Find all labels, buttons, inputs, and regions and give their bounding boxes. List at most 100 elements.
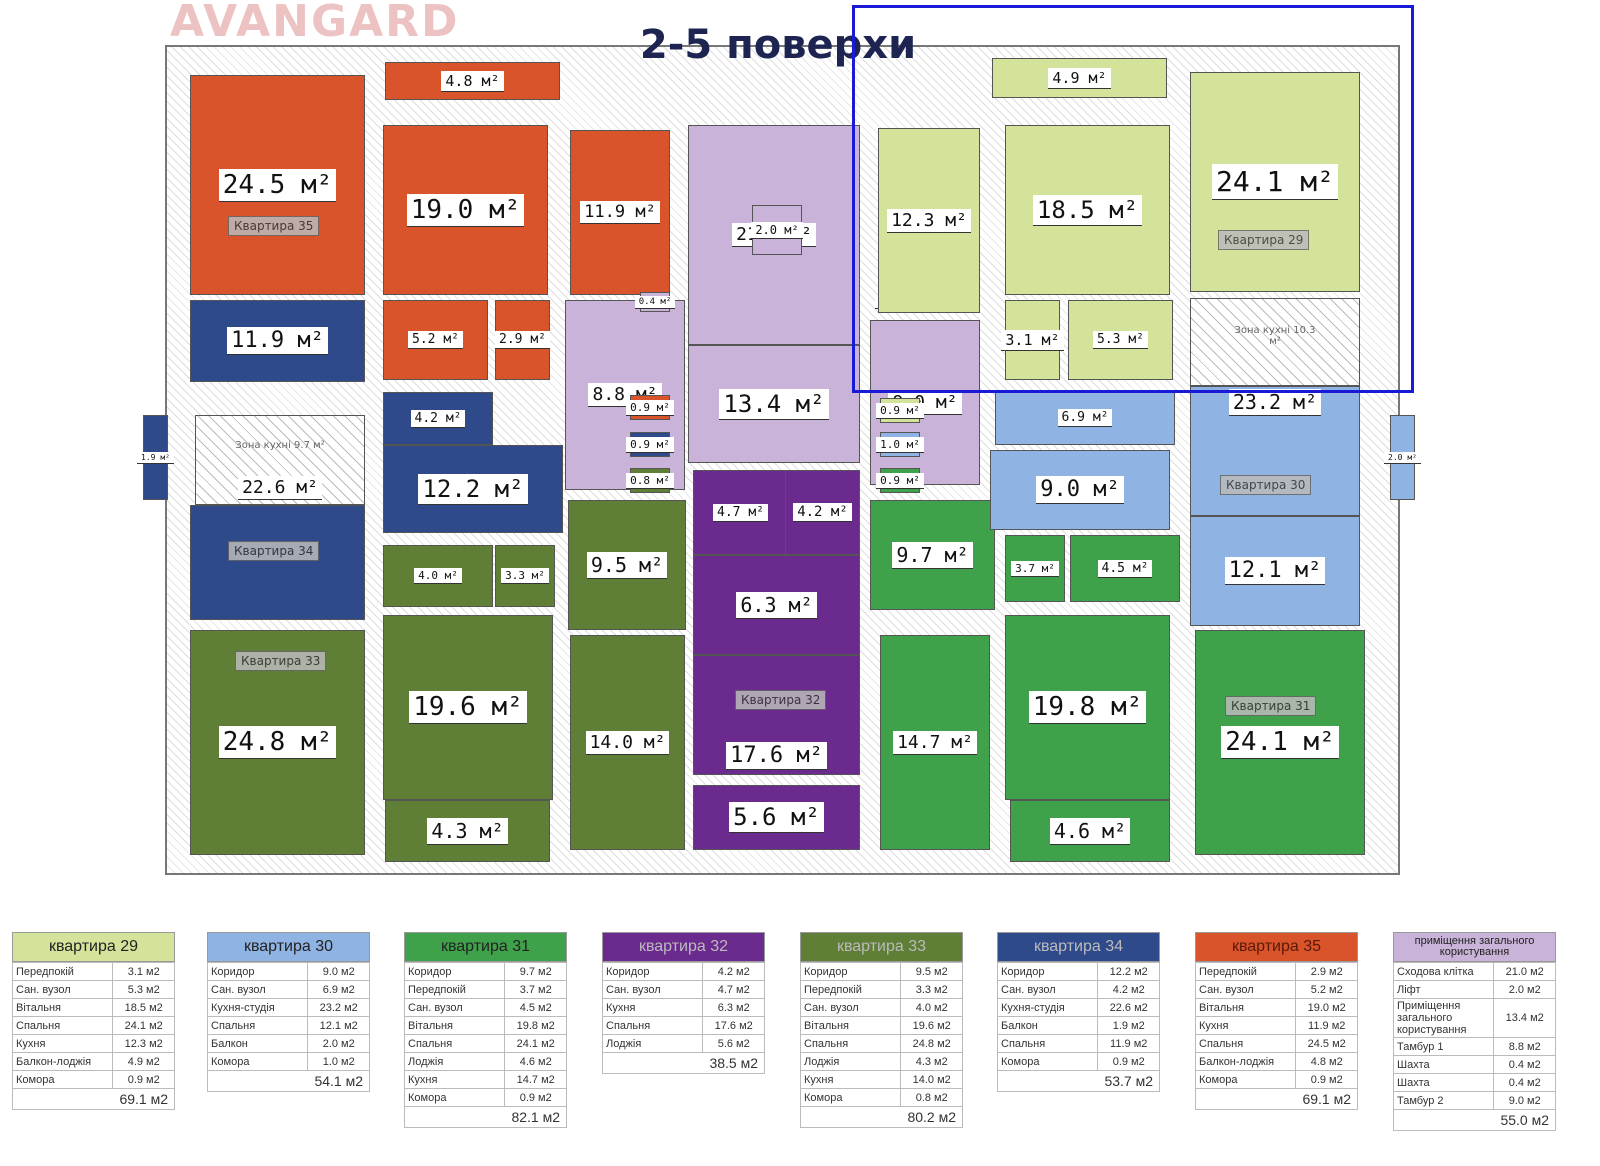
room-apt-33: 4.0 м² [383, 545, 493, 607]
legend-table-29: квартира 29 Передпокій 3.1 м2 Сан. вузол 5.3… [11, 932, 175, 1110]
kitchen-zone-label: Зона кухні 10.3 м² [1234, 325, 1316, 347]
room-name: Кухня [601, 998, 704, 1017]
legend-row: Комора 0.9 м2 [1194, 1070, 1358, 1089]
legend-row: Балкон 1.9 м2 [996, 1016, 1160, 1035]
room-area: 24.1 м2 [504, 1034, 567, 1053]
legend-table-35: квартира 35 Передпокій 2.9 м2 Сан. вузол 5.2… [1194, 932, 1358, 1110]
room-area-label: 6.3 м² [736, 591, 817, 619]
room-area-label: 3.1 м² [1001, 329, 1064, 351]
room-area-label: 0.9 м² [626, 436, 674, 453]
room-area: 3.1 м2 [112, 962, 175, 981]
room-area-label: 24.8 м² [218, 726, 337, 759]
legend-title: квартира 29 [12, 932, 175, 962]
room-name: Передпокій [403, 980, 506, 999]
room-area-label: 19.6 м² [409, 691, 527, 724]
room-apt-29: 5.3 м² [1068, 300, 1173, 380]
room-apt-29: 3.1 м² [1001, 300, 1064, 380]
room-name: Лоджія [799, 1052, 902, 1071]
room-name: Спальня [799, 1034, 902, 1053]
legend-row: Коридор 9.7 м2 [403, 962, 567, 981]
room-area: 4.0 м2 [900, 998, 963, 1017]
room-apt-32: 6.3 м² [693, 555, 860, 655]
room-area: 0.8 м2 [900, 1088, 963, 1107]
room-name: Сан. вузол [601, 980, 704, 999]
room-area-label: 4.9 м² [1048, 67, 1111, 89]
legend-row: Сан. вузол 4.5 м2 [403, 998, 567, 1017]
legend-row: Лоджія 5.6 м2 [601, 1034, 765, 1053]
room-apt-35: 0.9 м² [626, 395, 674, 420]
room-apt-31: 24.1 м² [1195, 630, 1365, 855]
legend-row: Тамбур 2 9.0 м2 [1392, 1091, 1556, 1110]
legend-total: 38.5 м2 [602, 1053, 765, 1074]
room-apt-33: 3.3 м² [495, 545, 555, 607]
legend-row: Комора 0.9 м2 [996, 1052, 1160, 1071]
room-apt-30: 9.0 м² [990, 450, 1170, 530]
room-apt-31: 4.5 м² [1070, 535, 1180, 602]
selection-rectangle [852, 5, 1414, 393]
legend-row: Спальня 12.1 м2 [206, 1016, 370, 1035]
room-name: Вітальня [799, 1016, 902, 1035]
room-name: Передпокій [1194, 962, 1297, 981]
legend-row: Вітальня 19.0 м2 [1194, 998, 1358, 1017]
room-name: Вітальня [1194, 998, 1297, 1017]
room-area: 4.8 м2 [1295, 1052, 1358, 1071]
room-apt-35: 24.5 м² [190, 75, 365, 295]
room-area-label: 4.2 м² [793, 503, 852, 522]
room-name: Балкон [996, 1016, 1099, 1035]
room-apt-35: 19.0 м² [383, 125, 548, 295]
room-area: 3.3 м2 [900, 980, 963, 999]
legend-row: Комора 1.0 м2 [206, 1052, 370, 1071]
room-name: Сан. вузол [403, 998, 506, 1017]
room-area: 3.7 м2 [504, 980, 567, 999]
apartment-tag: Квартира 31 [1225, 696, 1317, 716]
room-area-label: 0.8 м² [626, 472, 674, 489]
room-name: Комора [403, 1088, 506, 1107]
room-name: Кухня-студія [206, 998, 309, 1017]
legend-row: Кухня-студія 22.6 м2 [996, 998, 1160, 1017]
room-area-label: 24.5 м² [218, 168, 337, 202]
room-name: Сходова клітка [1392, 962, 1495, 981]
room-apt-30: 12.1 м² [1190, 516, 1360, 626]
room-apt-35: 2.9 м² [495, 300, 550, 380]
room-apt-33: 0.8 м² [626, 468, 674, 493]
room-name: Комора [11, 1070, 114, 1089]
room-area-label: 14.0 м² [585, 730, 670, 755]
room-name: Кухня-студія [996, 998, 1099, 1017]
room-name: Сан. вузол [1194, 980, 1297, 999]
room-area: 4.5 м2 [504, 998, 567, 1017]
room-name: Кухня [799, 1070, 902, 1089]
room-apt-29: 24.1 м² [1190, 72, 1360, 292]
room-area: 9.0 м2 [307, 962, 370, 981]
room-name: Тамбур 2 [1392, 1091, 1495, 1110]
legend-row: Спальня 11.9 м2 [996, 1034, 1160, 1053]
room-area: 11.9 м2 [1097, 1034, 1160, 1053]
room-name: Сан. вузол [799, 998, 902, 1017]
room-area: 24.1 м2 [112, 1016, 175, 1035]
room-area: 1.9 м2 [1097, 1016, 1160, 1035]
legend-row: Кухня 14.7 м2 [403, 1070, 567, 1089]
legend-row: Передпокій 3.1 м2 [11, 962, 175, 981]
room-area: 17.6 м2 [702, 1016, 765, 1035]
room-area-label: 9.5 м² [586, 551, 668, 579]
legend-table-common: приміщення загального користування Сходов… [1392, 932, 1556, 1131]
room-name: Спальня [403, 1034, 506, 1053]
room-area: 0.9 м2 [1295, 1070, 1358, 1089]
room-area-label: 12.3 м² [887, 208, 971, 233]
legend-row: Кухня 14.0 м2 [799, 1070, 963, 1089]
room-name: Коридор [206, 962, 309, 981]
room-name: Балкон-лоджія [11, 1052, 114, 1071]
room-apt-34: 1.9 м² [137, 415, 174, 500]
room-name: Спальня [1194, 1034, 1297, 1053]
legend-title: квартира 31 [404, 932, 567, 962]
legend-total: 55.0 м2 [1393, 1110, 1556, 1131]
room-apt-33: 24.8 м² [190, 630, 365, 855]
room-area: 1.0 м2 [307, 1052, 370, 1071]
room-area: 0.9 м2 [112, 1070, 175, 1089]
room-area-label: 12.1 м² [1224, 557, 1326, 585]
room-apt-31: 3.7 м² [1005, 535, 1065, 602]
legend-total: 69.1 м2 [1195, 1089, 1358, 1110]
floor-plan: 24.5 м² 19.0 м² 11.9 м² 4.8 м² 5.2 м² 2.9 м² 1… [137, 0, 1421, 875]
legend-row: Передпокій 3.7 м2 [403, 980, 567, 999]
legend-row: Сан. вузол 4.0 м2 [799, 998, 963, 1017]
room-name: Тамбур 1 [1392, 1037, 1495, 1056]
